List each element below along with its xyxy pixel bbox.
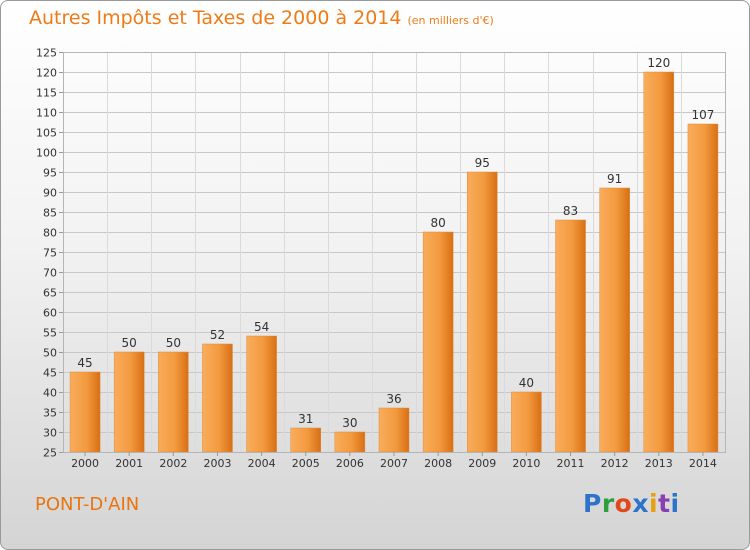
bar-value-label: 31 — [298, 412, 313, 426]
y-tick-label: 120 — [36, 67, 57, 80]
bar-value-label: 107 — [691, 108, 714, 122]
x-tick-label: 2002 — [159, 457, 187, 470]
bar-value-label: 120 — [647, 56, 670, 70]
x-tick-label: 2011 — [557, 457, 585, 470]
bar — [378, 407, 410, 453]
bar — [511, 391, 542, 453]
proxiti-logo: Proxiti — [583, 489, 680, 518]
y-tick-label: 40 — [43, 387, 57, 400]
bar-value-label: 54 — [254, 320, 269, 334]
logo-letter: i — [670, 489, 680, 518]
x-tick-label: 2001 — [115, 457, 143, 470]
bar — [202, 343, 233, 453]
x-tick-label: 2012 — [601, 457, 629, 470]
x-tick-label: 2013 — [645, 457, 673, 470]
y-tick-label: 45 — [43, 367, 57, 380]
bar — [158, 351, 189, 453]
y-tick-label: 55 — [43, 327, 57, 340]
bar-value-label: 36 — [386, 392, 401, 406]
bar — [643, 71, 675, 453]
bar-value-label: 40 — [519, 376, 534, 390]
y-tick-label: 85 — [43, 207, 57, 220]
logo-letter: r — [601, 489, 615, 518]
x-tick-label: 2003 — [203, 457, 231, 470]
bars — [69, 71, 719, 453]
bar-value-label: 91 — [607, 172, 622, 186]
bar — [422, 231, 454, 453]
y-tick-label: 25 — [43, 447, 57, 460]
x-tick-label: 2000 — [71, 457, 99, 470]
y-tick-label: 95 — [43, 167, 57, 180]
bar-value-label: 50 — [122, 336, 137, 350]
logo-letter: i — [649, 489, 659, 518]
bar-value-label: 50 — [166, 336, 181, 350]
bar — [687, 123, 719, 453]
y-tick-label: 65 — [43, 287, 57, 300]
bar-value-label: 83 — [563, 204, 578, 218]
bar-value-label: 30 — [342, 416, 357, 430]
logo-letter: o — [614, 489, 633, 518]
x-tick-label: 2014 — [689, 457, 717, 470]
place-name: PONT-D'AIN — [35, 494, 140, 515]
logo-letter: t — [658, 489, 671, 518]
x-tick-label: 2004 — [248, 457, 276, 470]
data-labels: 45 50 50 52 54 31 30 36 80 95 40 83 91 120 107 — [77, 56, 714, 430]
chart-title-text: Autres Impôts et Taxes de 2000 à 2014 — [29, 7, 402, 29]
y-tick-label: 30 — [43, 427, 57, 440]
y-tick-label: 50 — [43, 347, 57, 360]
bar — [69, 371, 101, 453]
x-tick-label: 2010 — [512, 457, 540, 470]
bar — [555, 219, 586, 453]
y-tick-label: 115 — [36, 87, 57, 100]
bar-value-label: 52 — [210, 328, 225, 342]
chart-subtitle: (en milliers d'€) — [407, 14, 494, 27]
x-tick-label: 2008 — [424, 457, 452, 470]
y-tick-label: 110 — [36, 107, 57, 120]
y-tick-label: 90 — [43, 187, 57, 200]
bar — [467, 171, 498, 453]
logo-letter: P — [583, 489, 602, 518]
x-tick-label: 2007 — [380, 457, 408, 470]
bar — [113, 351, 145, 453]
chart-title: Autres Impôts et Taxes de 2000 à 2014 (en… — [29, 7, 494, 29]
bar-value-label: 80 — [430, 216, 445, 230]
y-tick-label: 35 — [43, 407, 57, 420]
bar — [599, 187, 630, 453]
x-tick-label: 2005 — [292, 457, 320, 470]
logo-letter: x — [632, 489, 649, 518]
bar-value-label: 95 — [475, 156, 490, 170]
y-tick-label: 125 — [36, 47, 57, 60]
bar-value-label: 45 — [77, 356, 92, 370]
bar — [290, 427, 321, 453]
y-tick-label: 75 — [43, 247, 57, 260]
y-tick-label: 80 — [43, 227, 57, 240]
y-tick-label: 60 — [43, 307, 57, 320]
axes: 25 30 35 40 45 50 55 60 65 70 75 80 85 90 95 100 105 110 1… — [36, 47, 726, 470]
bar — [246, 335, 277, 453]
x-tick-label: 2006 — [336, 457, 364, 470]
y-tick-label: 70 — [43, 267, 57, 280]
x-tick-label: 2009 — [468, 457, 496, 470]
y-tick-label: 105 — [36, 127, 57, 140]
y-tick-label: 100 — [36, 147, 57, 160]
bar — [334, 431, 366, 453]
